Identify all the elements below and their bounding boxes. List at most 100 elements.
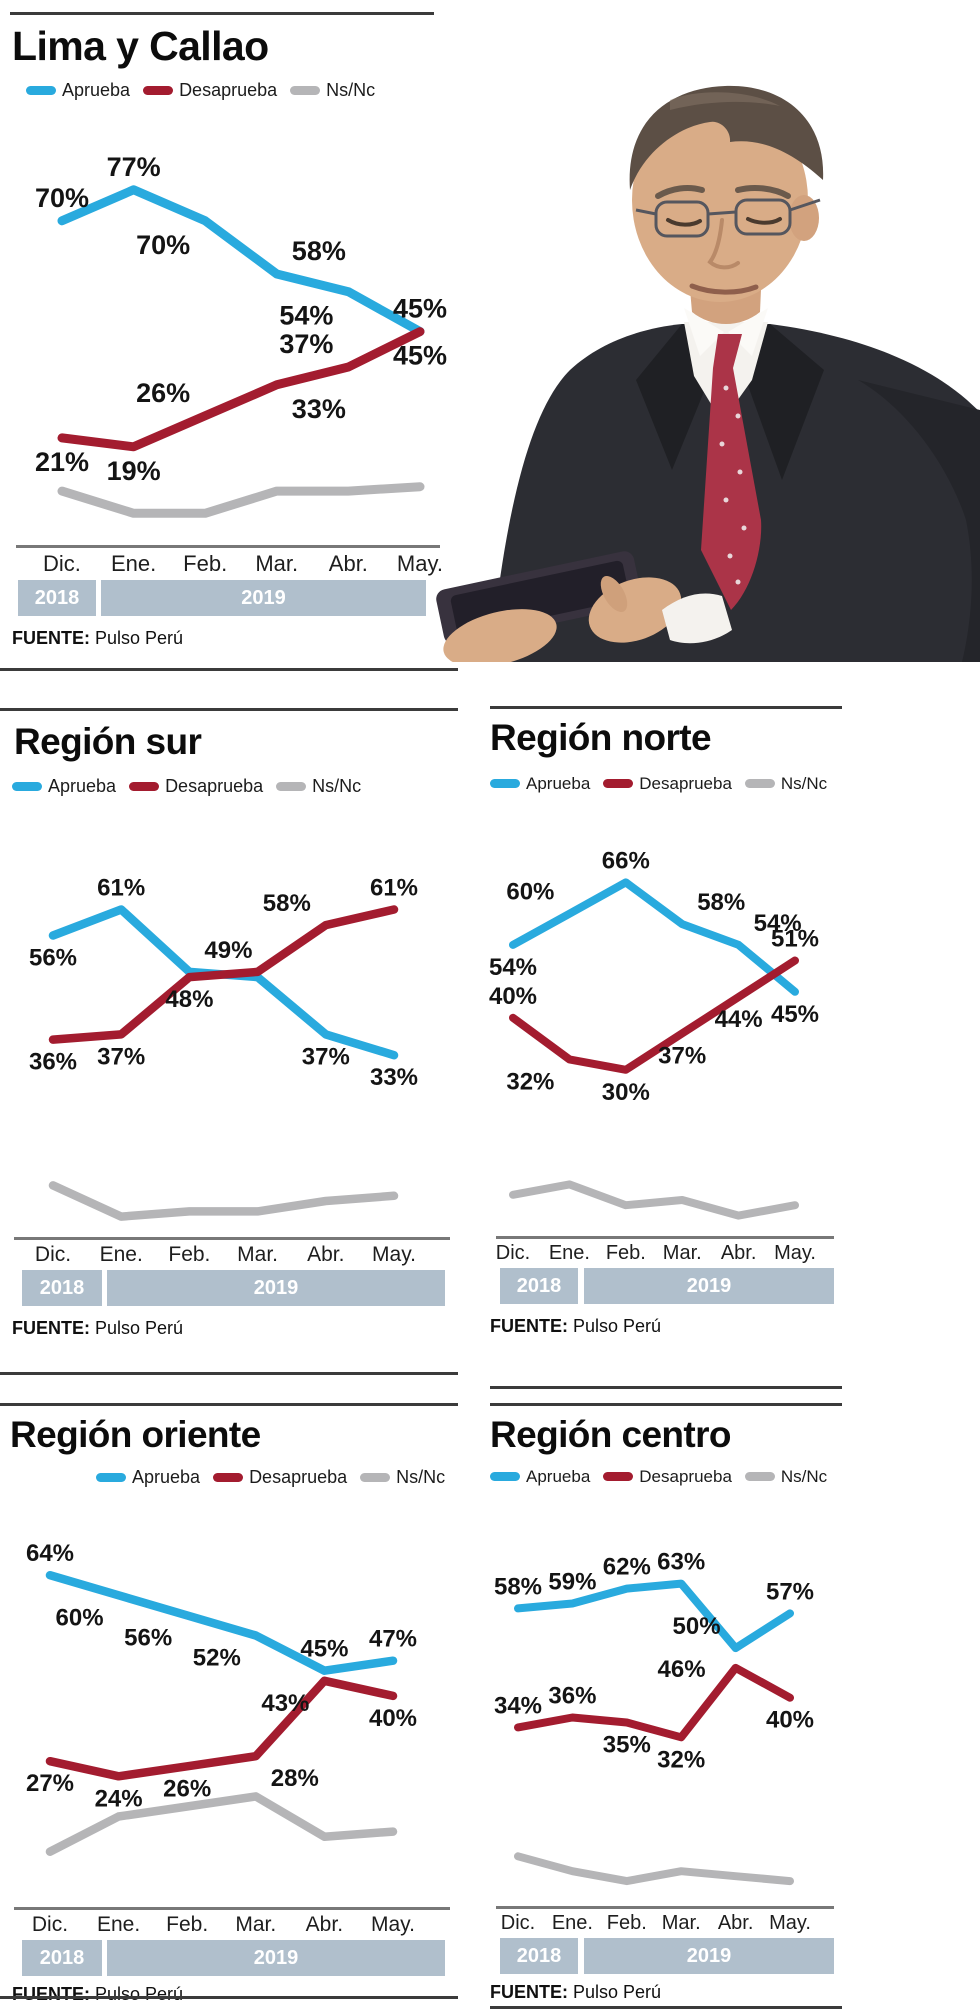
svg-text:51%: 51%: [771, 925, 819, 952]
svg-text:40%: 40%: [369, 1705, 417, 1732]
legend-label-nsnc: Ns/Nc: [326, 80, 376, 101]
month-dic: Dic.: [31, 1912, 69, 1936]
legend-label-aprueba: Aprueba: [526, 773, 591, 793]
year-2018-label: 2018: [516, 1944, 562, 1967]
nsnc-swatch-icon: [360, 1472, 391, 1482]
legend-oriente: Aprueba Desaprueba Ns/Nc: [96, 1467, 470, 1488]
month-dic: Dic.: [43, 551, 81, 577]
year-2019-label: 2019: [686, 1274, 732, 1297]
chart-title-oriente: Región oriente: [10, 1414, 261, 1455]
month-dic: Dic.: [34, 1242, 72, 1266]
section-top-rule: [490, 706, 842, 709]
aprueba-swatch-icon: [490, 1472, 520, 1482]
svg-text:34%: 34%: [494, 1692, 542, 1719]
month-ene: Ene.: [551, 1911, 593, 1934]
source-line: FUENTE: Pulso Perú: [12, 1318, 470, 1339]
year-bands: 2018 2019: [16, 580, 466, 617]
month-dic: Dic.: [500, 1911, 536, 1934]
svg-text:40%: 40%: [766, 1707, 814, 1734]
source-value: Pulso Perú: [95, 1983, 184, 2004]
panel-region-oriente: Región oriente Aprueba Desaprueba Ns/Nc …: [0, 1390, 470, 2010]
svg-text:33%: 33%: [292, 394, 346, 424]
legend-sur: Aprueba Desaprueba Ns/Nc: [12, 776, 470, 797]
year-band-2018: 2018: [22, 1939, 102, 1976]
year-2018-label: 2018: [39, 1276, 85, 1299]
svg-text:61%: 61%: [370, 874, 418, 901]
source-line: FUENTE: Pulso Perú: [490, 1982, 980, 2003]
desaprueba-swatch-icon: [603, 779, 634, 789]
chart-title-centro: Región centro: [490, 1414, 732, 1455]
panel-region-norte: Región norte Aprueba Desaprueba Ns/Nc 54…: [478, 700, 980, 1390]
lima-chart-canvas: 70% 77% 70% 58% 54% 45% 21% 19% 26% 33% 37% 45%: [35, 152, 447, 518]
month-labels: Dic. Ene. Feb. Mar. Abr. May.: [485, 1242, 823, 1265]
svg-text:37%: 37%: [302, 1043, 350, 1070]
nsnc-swatch-icon: [744, 779, 775, 789]
x-axis-line: [496, 1235, 834, 1239]
desaprueba-swatch-icon: [213, 1472, 244, 1482]
section-bottom-rule: [490, 1386, 842, 1389]
x-axis-line: [16, 545, 440, 549]
month-mar: Mar.: [255, 551, 299, 577]
month-ene: Ene.: [110, 551, 157, 577]
legend-label-nsnc: Ns/Nc: [396, 1466, 446, 1487]
month-ene: Ene.: [99, 1242, 143, 1266]
month-feb: Feb.: [183, 551, 228, 577]
section-bottom-rule: [0, 1996, 458, 1999]
desaprueba-swatch-icon: [603, 1472, 634, 1482]
year-bands: 2018 2019: [490, 1937, 842, 1974]
svg-text:21%: 21%: [35, 447, 89, 477]
svg-text:26%: 26%: [163, 1775, 211, 1802]
month-dic: Dic.: [495, 1241, 531, 1264]
section-bottom-rule: [0, 1372, 458, 1375]
svg-text:48%: 48%: [165, 986, 213, 1013]
year-2019-label: 2019: [253, 1276, 299, 1299]
year-2019-label: 2019: [686, 1944, 732, 1967]
chart-title-norte: Región norte: [490, 717, 712, 758]
month-abr: Abr.: [717, 1911, 754, 1934]
svg-text:27%: 27%: [26, 1770, 74, 1797]
legend-label-desaprueba: Desaprueba: [249, 1466, 348, 1487]
chart-title-sur: Región sur: [14, 721, 202, 762]
svg-text:32%: 32%: [506, 1068, 554, 1095]
svg-text:52%: 52%: [193, 1644, 241, 1671]
svg-text:58%: 58%: [292, 236, 346, 266]
month-mar: Mar.: [235, 1912, 277, 1936]
svg-text:64%: 64%: [26, 1540, 74, 1567]
svg-text:57%: 57%: [766, 1578, 814, 1605]
svg-text:19%: 19%: [107, 456, 161, 486]
legend-label-nsnc: Ns/Nc: [780, 773, 828, 793]
legend-norte: Aprueba Desaprueba Ns/Nc: [490, 774, 980, 794]
month-may: May.: [370, 1912, 415, 1936]
oriente-chart-canvas: 64% 60% 56% 52% 45% 47% 27% 24% 26% 28% 43% 40%: [26, 1540, 417, 1856]
section-top-rule: [490, 1403, 842, 1406]
svg-text:47%: 47%: [369, 1626, 417, 1653]
legend-label-aprueba: Aprueba: [132, 1466, 201, 1487]
legend-label-desaprueba: Desaprueba: [165, 775, 264, 796]
nsnc-swatch-icon: [744, 1472, 775, 1482]
year-2019-label: 2019: [241, 587, 286, 610]
desaprueba-swatch-icon: [129, 781, 160, 791]
chart-title-lima: Lima y Callao: [12, 23, 269, 69]
svg-text:50%: 50%: [673, 1613, 721, 1640]
svg-text:60%: 60%: [56, 1604, 104, 1631]
legend-label-aprueba: Aprueba: [62, 80, 131, 101]
source-label: FUENTE:: [490, 1315, 568, 1336]
svg-text:37%: 37%: [279, 329, 333, 359]
svg-text:58%: 58%: [697, 889, 745, 916]
year-band-2019: 2019: [101, 580, 426, 617]
centro-line-chart: 58% 59% 62% 63% 50% 57% 34% 36% 35% 32% 46% 40%: [490, 1511, 842, 1906]
source-line: FUENTE: Pulso Perú: [12, 628, 470, 649]
svg-text:49%: 49%: [204, 937, 252, 964]
month-labels: Dic. Ene. Feb. Mar. Abr. May.: [19, 1243, 428, 1267]
svg-text:30%: 30%: [602, 1079, 650, 1106]
source-label: FUENTE:: [490, 1981, 568, 2002]
svg-text:35%: 35%: [603, 1731, 651, 1758]
month-mar: Mar.: [661, 1911, 701, 1934]
desaprueba-swatch-icon: [143, 86, 174, 96]
svg-text:56%: 56%: [29, 944, 77, 971]
oriente-line-chart: 64% 60% 56% 52% 45% 47% 27% 24% 26% 28% 43% 40%: [6, 1512, 456, 1907]
year-band-2019: 2019: [107, 1269, 445, 1306]
photo-man-looking-at-phone: [430, 48, 980, 667]
x-axis-line: [496, 1905, 834, 1909]
